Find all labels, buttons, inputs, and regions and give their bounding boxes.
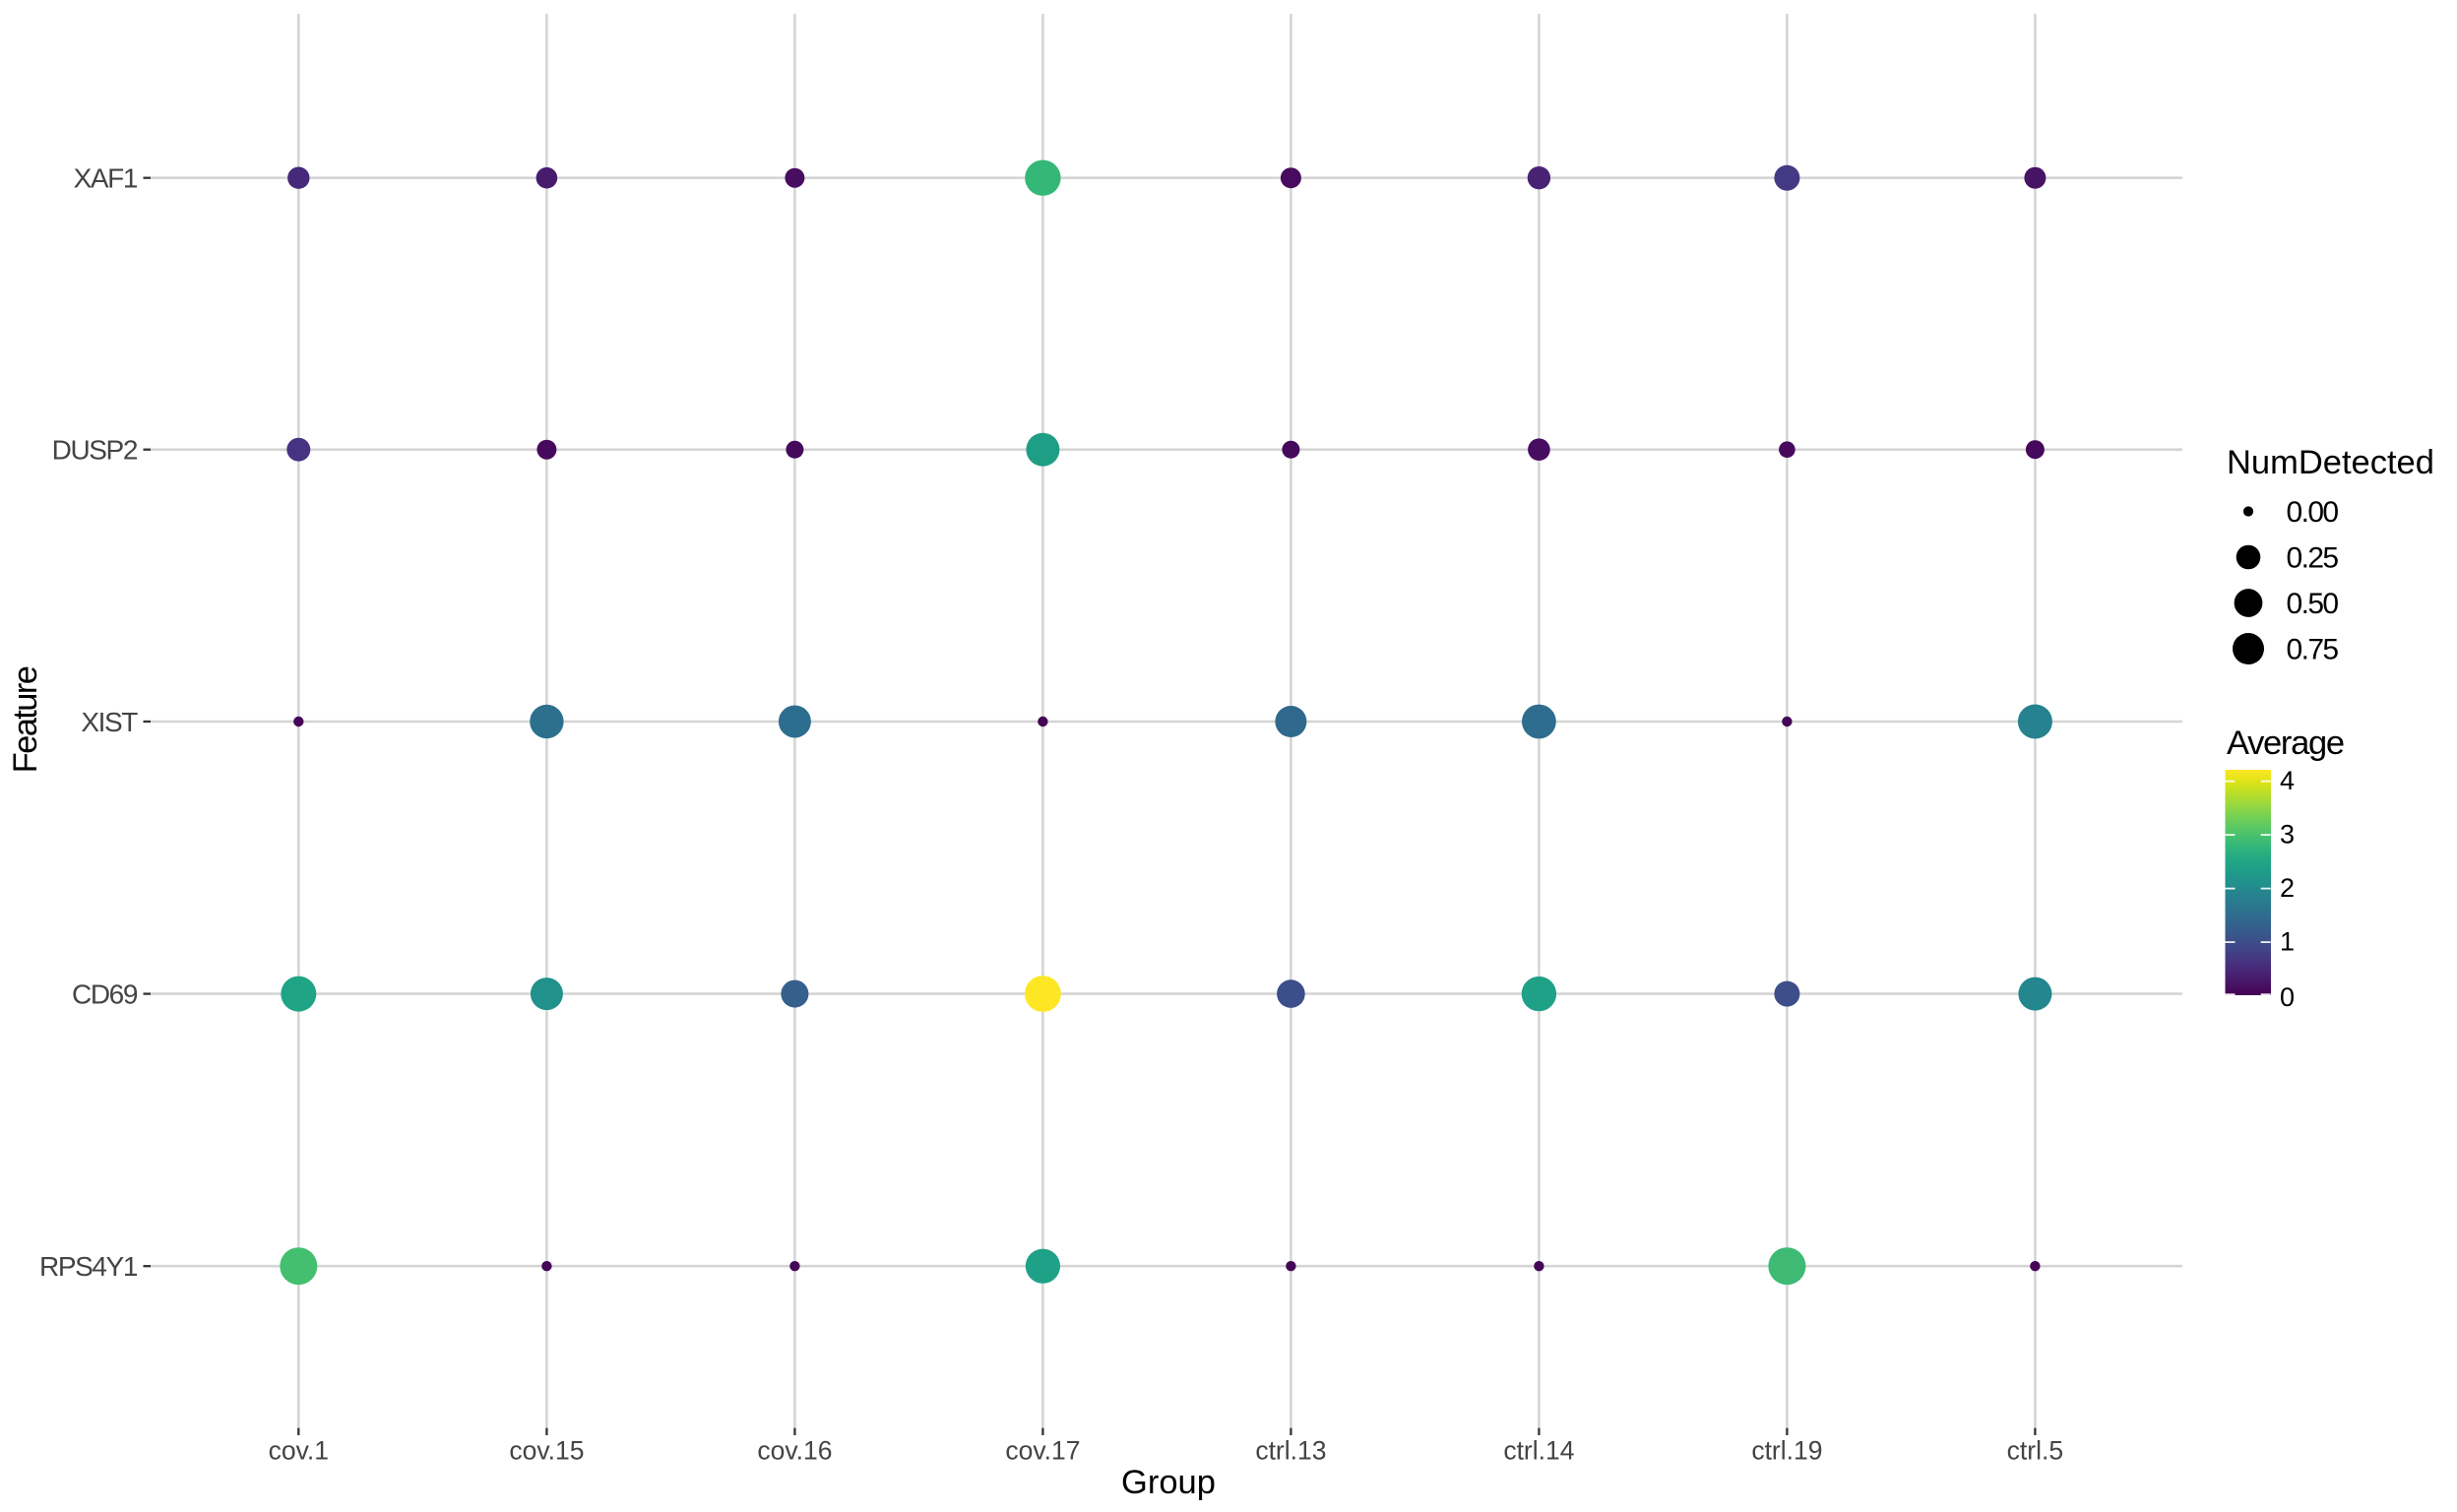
svg-text:2: 2 — [2280, 873, 2295, 903]
svg-text:XAF1: XAF1 — [74, 163, 138, 194]
svg-text:ctrl.5: ctrl.5 — [2007, 1435, 2063, 1465]
svg-text:3: 3 — [2280, 820, 2295, 850]
svg-text:XIST: XIST — [81, 707, 138, 737]
svg-text:ctrl.14: ctrl.14 — [1503, 1435, 1574, 1465]
svg-text:0.25: 0.25 — [2287, 541, 2339, 574]
svg-text:0.00: 0.00 — [2287, 496, 2339, 529]
svg-text:RPS4Y1: RPS4Y1 — [39, 1251, 138, 1282]
svg-text:DUSP2: DUSP2 — [52, 435, 138, 466]
svg-text:0.75: 0.75 — [2287, 633, 2339, 665]
svg-text:cov.16: cov.16 — [757, 1435, 832, 1465]
svg-text:ctrl.13: ctrl.13 — [1255, 1435, 1326, 1465]
svg-text:ctrl.19: ctrl.19 — [1751, 1435, 1822, 1465]
svg-text:NumDetected: NumDetected — [2227, 444, 2434, 481]
svg-text:Average: Average — [2227, 724, 2344, 762]
svg-text:0.50: 0.50 — [2287, 588, 2339, 620]
svg-text:CD69: CD69 — [72, 978, 138, 1009]
svg-text:Feature: Feature — [7, 666, 44, 773]
svg-text:0: 0 — [2280, 982, 2295, 1012]
svg-text:Group: Group — [1121, 1464, 1216, 1501]
svg-text:1: 1 — [2280, 927, 2295, 957]
svg-text:cov.17: cov.17 — [1005, 1435, 1080, 1465]
svg-text:4: 4 — [2280, 766, 2295, 795]
svg-text:cov.1: cov.1 — [269, 1435, 329, 1465]
svg-text:cov.15: cov.15 — [509, 1435, 584, 1465]
